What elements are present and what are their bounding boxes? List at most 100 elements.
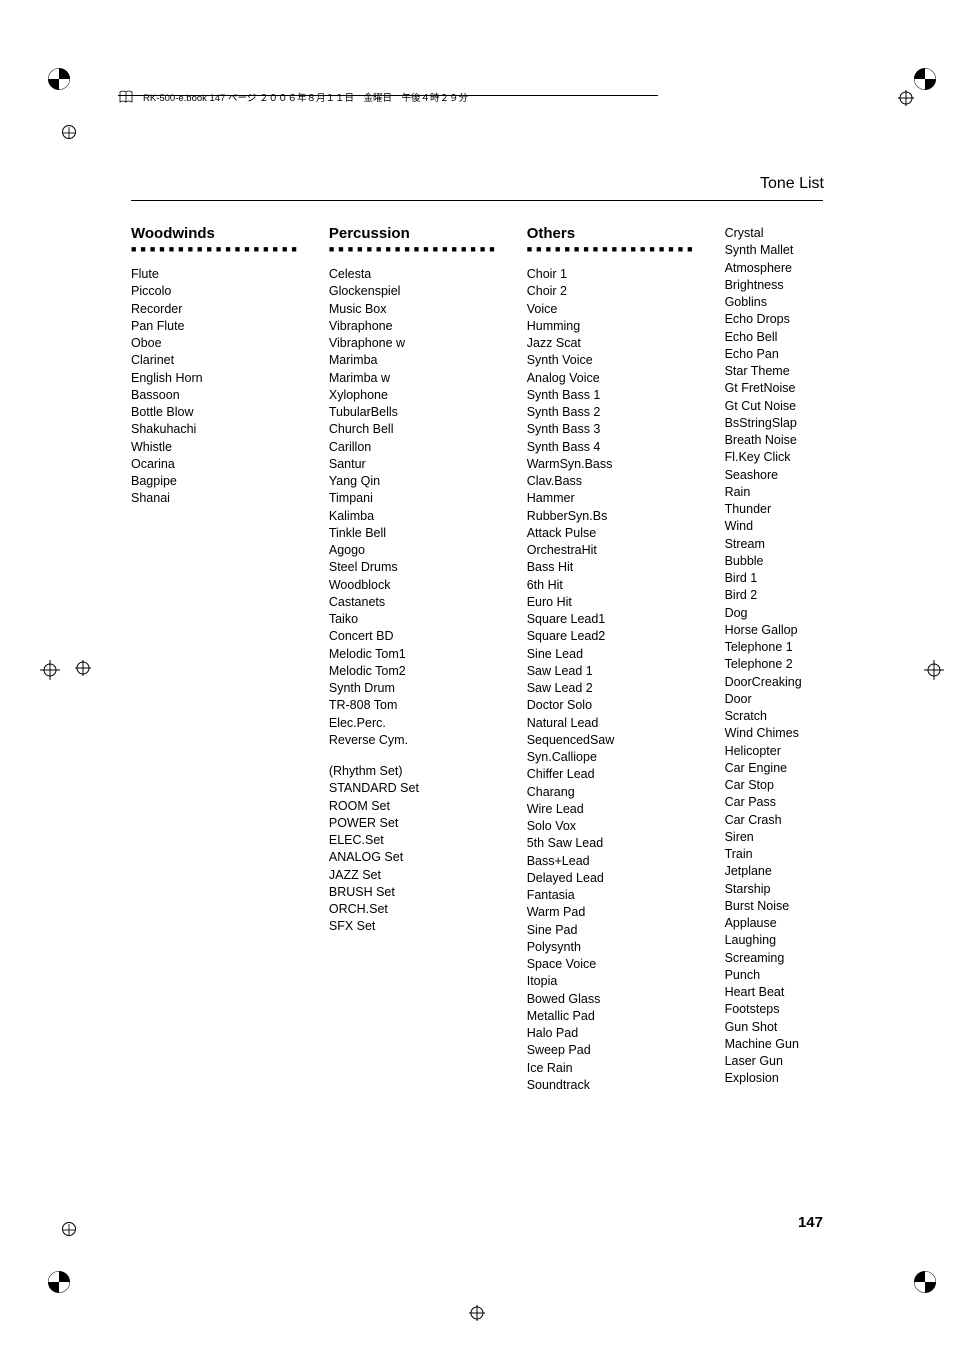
tone-item: Wind Chimes [725, 725, 823, 742]
tone-item: Synth Bass 4 [527, 439, 697, 456]
tone-item: Helicopter [725, 743, 823, 760]
header-text: RK-500-e.book 147 ページ ２００６年８月１１日 金曜日 午後４… [143, 90, 468, 104]
tone-item: Fantasia [527, 887, 697, 904]
tone-item: Carillon [329, 439, 499, 456]
tone-item: Wire Lead [527, 801, 697, 818]
tone-item: Echo Pan [725, 346, 823, 363]
tone-item: Charang [527, 784, 697, 801]
tone-item: SFX Set [329, 918, 499, 935]
tone-item: Pan Flute [131, 318, 301, 335]
tone-item: Marimba w [329, 370, 499, 387]
tone-item: Train [725, 846, 823, 863]
tone-item: TubularBells [329, 404, 499, 421]
book-icon [118, 90, 138, 104]
tone-item: Brightness [725, 277, 823, 294]
reg-target-tr [898, 90, 914, 106]
tone-item: Rain [725, 484, 823, 501]
tone-item: JAZZ Set [329, 867, 499, 884]
tone-item: (Rhythm Set) [329, 763, 499, 780]
tone-item: Synth Mallet [725, 242, 823, 259]
tone-item: ANALOG Set [329, 849, 499, 866]
tone-item: Flute [131, 266, 301, 283]
column-woodwinds: Woodwinds■■■■■■■■■■■■■■■■■■FlutePiccoloR… [131, 225, 301, 1094]
tone-item: Doctor Solo [527, 697, 697, 714]
tone-item: Applause [725, 915, 823, 932]
tone-item: Laughing [725, 932, 823, 949]
tone-item: Thunder [725, 501, 823, 518]
tone-item: Seashore [725, 467, 823, 484]
tone-item: ELEC.Set [329, 832, 499, 849]
tone-item: Gt Cut Noise [725, 398, 823, 415]
tone-item: Delayed Lead [527, 870, 697, 887]
tone-item: Synth Voice [527, 352, 697, 369]
tone-item: Square Lead1 [527, 611, 697, 628]
reg-target-ml [75, 660, 91, 676]
tone-item: Attack Pulse [527, 525, 697, 542]
tone-item: Bubble [725, 553, 823, 570]
tone-item: Concert BD [329, 628, 499, 645]
tone-item: Starship [725, 881, 823, 898]
tone-item: Analog Voice [527, 370, 697, 387]
tone-item: STANDARD Set [329, 780, 499, 797]
tone-item: Steel Drums [329, 559, 499, 576]
tone-item: Wind [725, 518, 823, 535]
tone-item: Elec.Perc. [329, 715, 499, 732]
tone-item: Reverse Cym. [329, 732, 499, 749]
tone-item: Space Voice [527, 956, 697, 973]
tone-item: Machine Gun [725, 1036, 823, 1053]
tone-item: Soundtrack [527, 1077, 697, 1094]
tone-item: Xylophone [329, 387, 499, 404]
print-mark-bl [48, 1271, 70, 1293]
tone-item: Metallic Pad [527, 1008, 697, 1025]
tone-item: Celesta [329, 266, 499, 283]
binding-mark-lower [62, 1222, 76, 1236]
tone-item: OrchestraHit [527, 542, 697, 559]
print-mark-tr [914, 68, 936, 90]
tone-item: ORCH.Set [329, 901, 499, 918]
tone-item: Explosion [725, 1070, 823, 1087]
tone-item: Goblins [725, 294, 823, 311]
tone-item: Agogo [329, 542, 499, 559]
tone-item: Vibraphone w [329, 335, 499, 352]
tone-item: Bagpipe [131, 473, 301, 490]
column-others: Others■■■■■■■■■■■■■■■■■■Choir 1Choir 2Vo… [527, 225, 697, 1094]
tone-item: Echo Drops [725, 311, 823, 328]
page-title: Tone List [760, 175, 824, 193]
tone-item: Sweep Pad [527, 1042, 697, 1059]
tone-item: DoorCreaking [725, 674, 823, 691]
tone-item: Shanai [131, 490, 301, 507]
tone-item: Stream [725, 536, 823, 553]
tone-item: Gun Shot [725, 1019, 823, 1036]
tone-item: Echo Bell [725, 329, 823, 346]
tone-item: Dog [725, 605, 823, 622]
tone-item: Clarinet [131, 352, 301, 369]
section-header: Percussion [329, 225, 499, 242]
tone-item: Siren [725, 829, 823, 846]
tone-item: Car Pass [725, 794, 823, 811]
tone-item: Melodic Tom2 [329, 663, 499, 680]
tone-item: RubberSyn.Bs [527, 508, 697, 525]
column-others-continued: CrystalSynth MalletAtmosphereBrightnessG… [725, 225, 823, 1094]
tone-item: Car Crash [725, 812, 823, 829]
tone-item: Choir 1 [527, 266, 697, 283]
tone-item: Halo Pad [527, 1025, 697, 1042]
tone-item: Piccolo [131, 283, 301, 300]
tone-item: WarmSyn.Bass [527, 456, 697, 473]
tone-item: Taiko [329, 611, 499, 628]
tone-item: Tinkle Bell [329, 525, 499, 542]
tone-item: Ice Rain [527, 1060, 697, 1077]
tone-item: Euro Hit [527, 594, 697, 611]
tone-item: Recorder [131, 301, 301, 318]
tone-item: Church Bell [329, 421, 499, 438]
tone-item: Bass+Lead [527, 853, 697, 870]
tone-item: Ocarina [131, 456, 301, 473]
tone-item: Punch [725, 967, 823, 984]
crop-mark-mr [924, 660, 944, 680]
section-dots: ■■■■■■■■■■■■■■■■■■ [131, 244, 301, 254]
tone-item: Syn.Calliope [527, 749, 697, 766]
tone-item: Saw Lead 1 [527, 663, 697, 680]
tone-item: Breath Noise [725, 432, 823, 449]
tone-item: POWER Set [329, 815, 499, 832]
tone-item: Footsteps [725, 1001, 823, 1018]
tone-item: Melodic Tom1 [329, 646, 499, 663]
